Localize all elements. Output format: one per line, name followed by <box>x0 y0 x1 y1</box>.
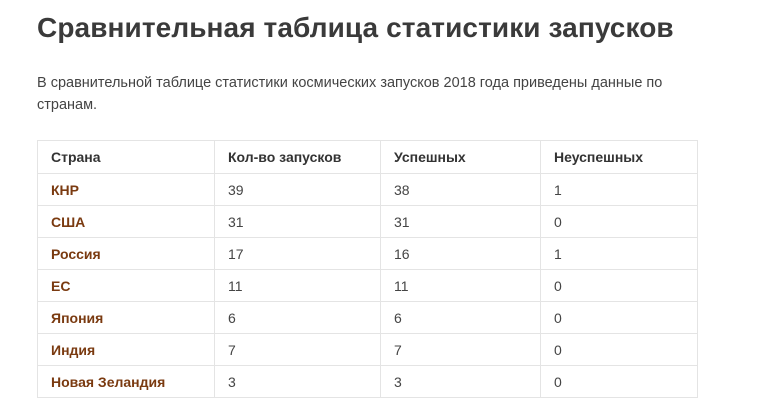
successful-cell: 31 <box>380 205 541 238</box>
launches-cell: 31 <box>214 205 381 238</box>
successful-cell: 38 <box>380 173 541 206</box>
failed-cell: 0 <box>540 301 698 334</box>
failed-cell: 1 <box>540 237 698 270</box>
launches-cell: 6 <box>214 301 381 334</box>
table-header-row: Страна Кол-во запусков Успешных Неуспешн… <box>37 140 698 174</box>
country-link[interactable]: КНР <box>37 173 215 206</box>
table-row: Новая Зеландия 3 3 0 <box>37 365 698 398</box>
header-country: Страна <box>37 140 215 174</box>
launches-cell: 7 <box>214 333 381 366</box>
table-row: Россия 17 16 1 <box>37 237 698 270</box>
launches-cell: 11 <box>214 269 381 302</box>
launch-stats-table: Страна Кол-во запусков Успешных Неуспешн… <box>37 140 698 398</box>
launches-cell: 3 <box>214 365 381 398</box>
successful-cell: 16 <box>380 237 541 270</box>
successful-cell: 7 <box>380 333 541 366</box>
country-link[interactable]: Россия <box>37 237 215 270</box>
table-row: ЕС 11 11 0 <box>37 269 698 302</box>
table-row: КНР 39 38 1 <box>37 173 698 206</box>
header-successful: Успешных <box>380 140 541 174</box>
header-failed: Неуспешных <box>540 140 698 174</box>
successful-cell: 11 <box>380 269 541 302</box>
country-link[interactable]: США <box>37 205 215 238</box>
country-link[interactable]: Индия <box>37 333 215 366</box>
failed-cell: 1 <box>540 173 698 206</box>
table-row: Япония 6 6 0 <box>37 301 698 334</box>
launches-cell: 17 <box>214 237 381 270</box>
failed-cell: 0 <box>540 205 698 238</box>
country-link[interactable]: Япония <box>37 301 215 334</box>
failed-cell: 0 <box>540 333 698 366</box>
successful-cell: 3 <box>380 365 541 398</box>
header-launches: Кол-во запусков <box>214 140 381 174</box>
country-link[interactable]: ЕС <box>37 269 215 302</box>
successful-cell: 6 <box>380 301 541 334</box>
table-row: США 31 31 0 <box>37 205 698 238</box>
intro-paragraph: В сравнительной таблице статистики косми… <box>37 75 663 113</box>
launches-cell: 39 <box>214 173 381 206</box>
failed-cell: 0 <box>540 365 698 398</box>
page-title: Сравнительная таблица статистики запуско… <box>37 12 674 43</box>
table-row: Индия 7 7 0 <box>37 333 698 366</box>
failed-cell: 0 <box>540 269 698 302</box>
country-link[interactable]: Новая Зеландия <box>37 365 215 398</box>
